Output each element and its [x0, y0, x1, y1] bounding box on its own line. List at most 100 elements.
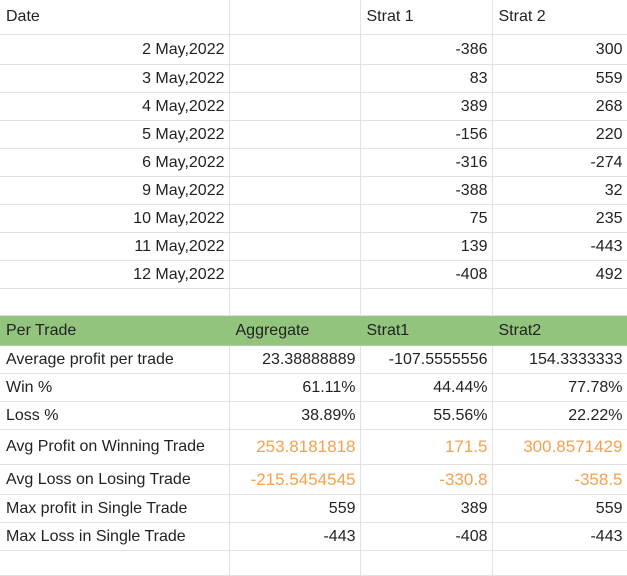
- cell-strat-2[interactable]: 300: [492, 34, 627, 65]
- stat-strat1[interactable]: -408: [360, 522, 493, 551]
- stat-aggregate[interactable]: 38.89%: [229, 401, 361, 430]
- cell-strat-1[interactable]: -156: [360, 120, 493, 149]
- cell-strat-2[interactable]: 559: [492, 64, 627, 93]
- table-row: 12 May,2022 -408 492: [0, 260, 627, 289]
- stat-strat2[interactable]: 559: [492, 494, 627, 523]
- header-cell-strat1[interactable]: Strat1: [360, 315, 493, 346]
- stat-strat2[interactable]: 300.8571429: [492, 429, 627, 465]
- header-cell-aggregate[interactable]: Aggregate: [229, 315, 361, 346]
- empty-cell[interactable]: [492, 550, 627, 576]
- empty-cell[interactable]: [492, 288, 627, 316]
- cell-empty[interactable]: [229, 176, 361, 205]
- cell-date[interactable]: 6 May,2022: [0, 148, 230, 177]
- stat-label[interactable]: Max Loss in Single Trade: [0, 522, 230, 551]
- stat-strat1[interactable]: -107.5555556: [360, 345, 493, 374]
- stat-strat2[interactable]: 22.22%: [492, 401, 627, 430]
- stat-label[interactable]: Avg Profit on Winning Trade: [0, 429, 230, 465]
- stat-aggregate[interactable]: 23.38888889: [229, 345, 361, 374]
- cell-date[interactable]: 9 May,2022: [0, 176, 230, 205]
- header-cell-empty[interactable]: [229, 0, 361, 35]
- table-row: Avg Profit on Winning Trade 253.8181818 …: [0, 429, 627, 465]
- cell-strat-1[interactable]: 139: [360, 232, 493, 261]
- cell-strat-2[interactable]: 268: [492, 92, 627, 121]
- stat-strat1[interactable]: 44.44%: [360, 373, 493, 402]
- table-row: 10 May,2022 75 235: [0, 204, 627, 233]
- stat-aggregate[interactable]: 559: [229, 494, 361, 523]
- stat-strat1[interactable]: 171.5: [360, 429, 493, 465]
- stats-header-row: Per Trade Aggregate Strat1 Strat2: [0, 315, 627, 346]
- stat-label[interactable]: Avg Loss on Losing Trade: [0, 464, 230, 495]
- table-row: 11 May,2022 139 -443: [0, 232, 627, 261]
- cell-date[interactable]: 10 May,2022: [0, 204, 230, 233]
- cell-strat-1[interactable]: -388: [360, 176, 493, 205]
- stat-strat1[interactable]: -330.8: [360, 464, 493, 495]
- empty-cell[interactable]: [360, 550, 493, 576]
- table-row: Win % 61.11% 44.44% 77.78%: [0, 373, 627, 402]
- cell-date[interactable]: 12 May,2022: [0, 260, 230, 289]
- stat-label[interactable]: Win %: [0, 373, 230, 402]
- empty-cell[interactable]: [0, 550, 230, 576]
- stat-strat1[interactable]: 55.56%: [360, 401, 493, 430]
- cell-strat-2[interactable]: -274: [492, 148, 627, 177]
- cell-strat-2[interactable]: 492: [492, 260, 627, 289]
- table-row: Avg Loss on Losing Trade -215.5454545 -3…: [0, 464, 627, 495]
- empty-row: [0, 550, 627, 576]
- cell-strat-1[interactable]: 83: [360, 64, 493, 93]
- cell-strat-1[interactable]: 75: [360, 204, 493, 233]
- cell-empty[interactable]: [229, 120, 361, 149]
- header-cell-date[interactable]: Date: [0, 0, 230, 35]
- table-row: 4 May,2022 389 268: [0, 92, 627, 121]
- stat-label[interactable]: Average profit per trade: [0, 345, 230, 374]
- stat-label[interactable]: Loss %: [0, 401, 230, 430]
- cell-empty[interactable]: [229, 148, 361, 177]
- table-row: 6 May,2022 -316 -274: [0, 148, 627, 177]
- cell-empty[interactable]: [229, 64, 361, 93]
- cell-strat-2[interactable]: 220: [492, 120, 627, 149]
- table-row: Max Loss in Single Trade -443 -408 -443: [0, 522, 627, 551]
- empty-cell[interactable]: [360, 288, 493, 316]
- cell-date[interactable]: 5 May,2022: [0, 120, 230, 149]
- header-cell-strat-1[interactable]: Strat 1: [360, 0, 493, 35]
- cell-strat-1[interactable]: 389: [360, 92, 493, 121]
- cell-strat-2[interactable]: -443: [492, 232, 627, 261]
- cell-strat-1[interactable]: -408: [360, 260, 493, 289]
- cell-empty[interactable]: [229, 92, 361, 121]
- header-cell-strat-2[interactable]: Strat 2: [492, 0, 627, 35]
- cell-strat-2[interactable]: 32: [492, 176, 627, 205]
- cell-empty[interactable]: [229, 204, 361, 233]
- table-row: 9 May,2022 -388 32: [0, 176, 627, 205]
- stat-strat2[interactable]: -358.5: [492, 464, 627, 495]
- header-cell-strat2[interactable]: Strat2: [492, 315, 627, 346]
- stat-strat2[interactable]: -443: [492, 522, 627, 551]
- stat-aggregate[interactable]: -215.5454545: [229, 464, 361, 495]
- empty-row: [0, 288, 627, 316]
- cell-empty[interactable]: [229, 232, 361, 261]
- stat-strat2[interactable]: 77.78%: [492, 373, 627, 402]
- cell-strat-1[interactable]: -386: [360, 34, 493, 65]
- cell-strat-1[interactable]: -316: [360, 148, 493, 177]
- cell-date[interactable]: 4 May,2022: [0, 92, 230, 121]
- stat-aggregate[interactable]: -443: [229, 522, 361, 551]
- cell-empty[interactable]: [229, 34, 361, 65]
- empty-cell[interactable]: [229, 288, 361, 316]
- stat-strat1[interactable]: 389: [360, 494, 493, 523]
- cell-date[interactable]: 11 May,2022: [0, 232, 230, 261]
- cell-date[interactable]: 3 May,2022: [0, 64, 230, 93]
- empty-cell[interactable]: [229, 550, 361, 576]
- stat-label[interactable]: Max profit in Single Trade: [0, 494, 230, 523]
- table-row: 5 May,2022 -156 220: [0, 120, 627, 149]
- header-cell-per-trade[interactable]: Per Trade: [0, 315, 230, 346]
- empty-cell[interactable]: [0, 288, 230, 316]
- cell-date[interactable]: 2 May,2022: [0, 34, 230, 65]
- cell-strat-2[interactable]: 235: [492, 204, 627, 233]
- table-row: 2 May,2022 -386 300: [0, 34, 627, 65]
- table-row: Date Strat 1 Strat 2: [0, 0, 627, 35]
- table-row: 3 May,2022 83 559: [0, 64, 627, 93]
- table-row: Max profit in Single Trade 559 389 559: [0, 494, 627, 523]
- table-row: Average profit per trade 23.38888889 -10…: [0, 345, 627, 374]
- stat-strat2[interactable]: 154.3333333: [492, 345, 627, 374]
- stat-aggregate[interactable]: 253.8181818: [229, 429, 361, 465]
- stat-aggregate[interactable]: 61.11%: [229, 373, 361, 402]
- cell-empty[interactable]: [229, 260, 361, 289]
